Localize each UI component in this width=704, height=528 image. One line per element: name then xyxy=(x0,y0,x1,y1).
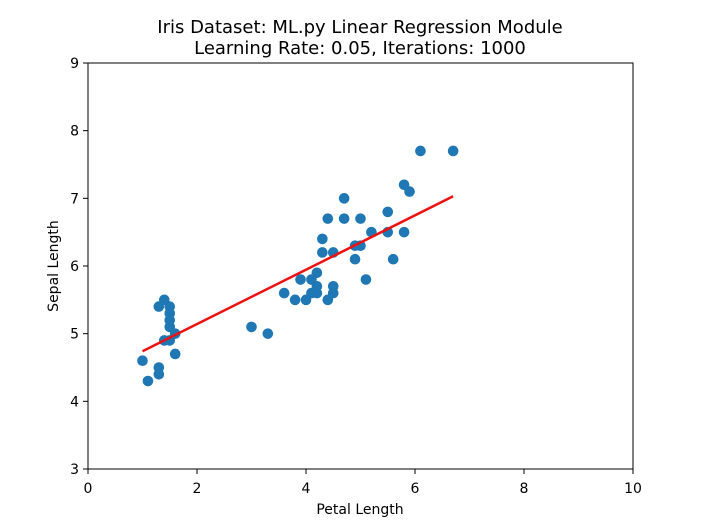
data-point xyxy=(327,281,339,292)
data-point xyxy=(246,321,257,333)
data-point xyxy=(311,281,323,292)
data-point xyxy=(322,213,334,224)
data-point xyxy=(360,274,372,285)
data-point xyxy=(289,294,301,306)
chart-title: Iris Dataset: ML.py Linear Regression Mo… xyxy=(157,17,562,38)
x-tick-label: 6 xyxy=(411,481,420,497)
data-point xyxy=(317,247,328,258)
x-tick-label: 8 xyxy=(520,481,529,497)
x-tick-label: 2 xyxy=(193,481,202,497)
data-point xyxy=(311,267,323,279)
data-point xyxy=(169,348,181,360)
data-point xyxy=(262,328,274,339)
data-point xyxy=(295,274,306,285)
data-point xyxy=(338,213,350,224)
data-point xyxy=(404,186,415,197)
y-tick-label: 7 xyxy=(70,191,79,207)
y-tick-label: 8 xyxy=(70,124,79,140)
y-axis-label: Sepal Length xyxy=(46,220,62,312)
data-point xyxy=(137,355,148,367)
data-point xyxy=(142,375,154,387)
plot-frame xyxy=(87,62,634,470)
x-tick-label: 0 xyxy=(84,481,93,497)
x-tick-label: 4 xyxy=(302,481,311,497)
x-tick-label: 10 xyxy=(624,481,642,497)
data-point xyxy=(349,253,361,265)
x-axis: 0 2 4 6 8 10 xyxy=(84,469,642,497)
regression-line xyxy=(141,195,454,353)
data-point xyxy=(447,145,459,157)
y-tick-label: 4 xyxy=(70,394,79,410)
y-tick-label: 3 xyxy=(70,462,79,478)
data-point xyxy=(398,226,410,238)
data-point xyxy=(278,287,290,299)
data-point xyxy=(153,368,165,380)
data-point xyxy=(317,233,328,245)
y-tick-label: 9 xyxy=(70,56,79,72)
y-axis: 3 4 5 6 7 8 9 xyxy=(70,56,88,478)
plot-area xyxy=(87,62,634,470)
data-point xyxy=(382,206,394,218)
data-point xyxy=(387,253,399,265)
data-point xyxy=(355,213,366,224)
x-axis-label: Petal Length xyxy=(316,502,403,518)
data-point xyxy=(415,145,426,157)
chart-subtitle: Learning Rate: 0.05, Iterations: 1000 xyxy=(194,38,526,59)
y-tick-label: 6 xyxy=(70,259,79,275)
data-point xyxy=(338,193,350,204)
y-tick-label: 5 xyxy=(70,327,79,343)
